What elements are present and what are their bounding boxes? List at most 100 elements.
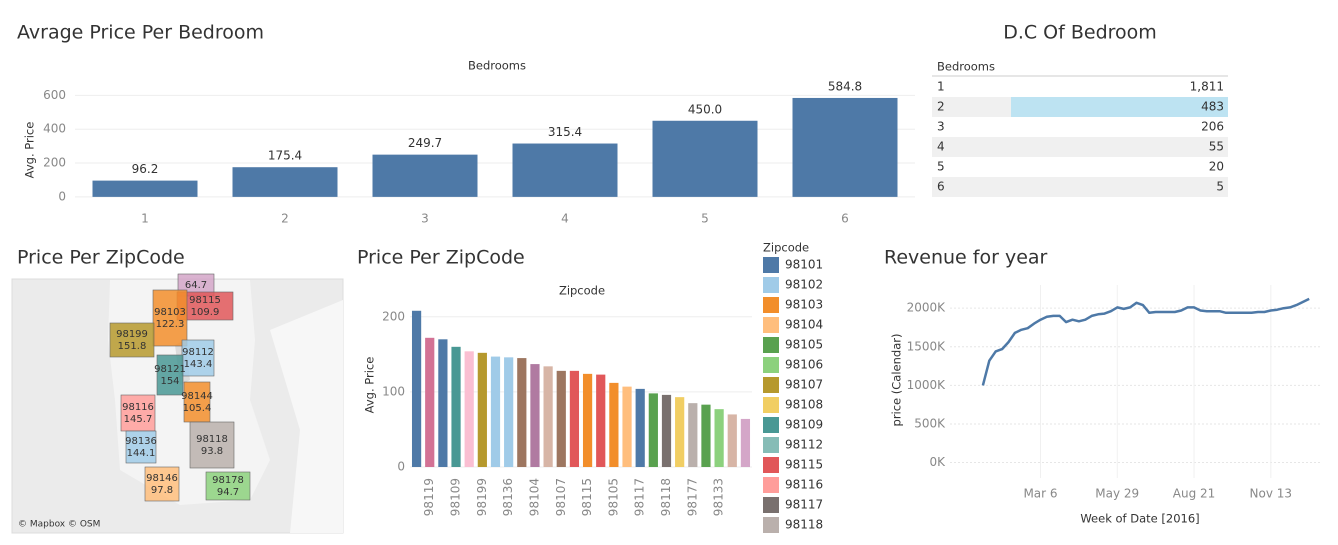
row-highlight: [1011, 97, 1228, 117]
zip-value: 97.8: [151, 485, 173, 496]
row-value: 55: [1209, 140, 1224, 154]
row-band: [932, 137, 1228, 157]
bar: [543, 366, 553, 467]
x-tick-label: 98118: [659, 478, 673, 516]
y-tick-label: 1500K: [907, 339, 947, 353]
bar: [464, 351, 474, 467]
legend-swatch: [763, 357, 779, 373]
chart-title: Price Per ZipCode: [17, 247, 185, 269]
bar: [688, 403, 698, 467]
bar: [530, 364, 540, 467]
zip-region: [183, 381, 211, 423]
row-value: 206: [1201, 120, 1224, 134]
bar: [569, 370, 580, 467]
row-label: 6: [937, 180, 945, 194]
zip-region: [125, 430, 157, 464]
zip-region: [181, 339, 215, 377]
zip-value: 143.4: [184, 359, 213, 370]
bar: [727, 414, 737, 467]
bar: [675, 397, 685, 467]
x-tick-label: 98133: [712, 478, 726, 516]
bar: [648, 393, 658, 467]
x-tick-label: 3: [421, 212, 429, 226]
zip-label: 98199: [116, 329, 148, 340]
zip-value: 94.7: [217, 487, 239, 498]
row-value: 20: [1209, 160, 1224, 174]
x-tick-label: 98115: [580, 478, 594, 516]
bar: [556, 370, 566, 467]
x-tick-label: 98119: [422, 478, 436, 516]
x-tick-label: Nov 13: [1250, 487, 1293, 501]
bar: [714, 409, 724, 467]
bar: [609, 382, 619, 467]
bar: [372, 154, 478, 197]
zip-region: [205, 471, 251, 501]
zip-label: 98115: [189, 295, 221, 306]
row-label: 4: [937, 140, 945, 154]
y-axis-label: price (Calendar): [890, 334, 904, 427]
legend-label: 98106: [785, 358, 823, 372]
zip-region: [189, 421, 235, 469]
zip-value: 64.7: [185, 280, 207, 291]
row-band: [932, 177, 1228, 197]
bar: [504, 357, 514, 467]
zip-value: 122.3: [156, 319, 185, 330]
bar: [425, 337, 435, 467]
x-tick-label: 98136: [501, 478, 515, 516]
bar: [792, 97, 898, 197]
legend-label: 98105: [785, 338, 823, 352]
bar: [517, 358, 527, 467]
chart-title: D.C Of Bedroom: [1003, 22, 1157, 44]
zip-region: [156, 354, 184, 396]
legend-title: Zipcode: [763, 241, 809, 255]
x-tick-label: 4: [561, 212, 569, 226]
y-axis-label: Avg. Price: [363, 357, 377, 414]
y-tick-label: 0: [58, 189, 66, 203]
legend-label: 98102: [785, 278, 823, 292]
axis-header: Zipcode: [559, 284, 605, 298]
zip-label: 98121: [154, 364, 186, 375]
y-tick-label: 1000K: [907, 378, 947, 392]
value-label: 450.0: [688, 102, 722, 116]
x-axis-label: Week of Date [2016]: [1080, 512, 1199, 526]
x-tick-label: 98109: [449, 478, 463, 516]
line-series: [981, 297, 1310, 386]
zip-label: 98144: [181, 391, 213, 402]
x-tick-label: Aug 21: [1173, 487, 1216, 501]
x-tick-label: 2: [281, 212, 289, 226]
bar: [622, 386, 632, 467]
y-tick-label: 200: [43, 156, 66, 170]
axis-header: Bedrooms: [468, 59, 526, 73]
bar: [490, 356, 501, 467]
legend-label: 98103: [785, 298, 823, 312]
bar: [652, 120, 758, 197]
bar: [596, 374, 606, 467]
value-label: 175.4: [268, 149, 302, 163]
y-tick-label: 200: [382, 309, 405, 323]
row-value: 1,811: [1190, 80, 1224, 94]
legend-label: 98118: [785, 518, 823, 532]
legend-label: 98115: [785, 458, 823, 472]
row-label: 2: [937, 100, 945, 114]
x-tick-label: 5: [701, 212, 709, 226]
bar: [740, 418, 751, 467]
legend-swatch: [763, 337, 779, 353]
row-label: 5: [937, 160, 945, 174]
bar: [92, 180, 198, 197]
bar: [451, 346, 461, 467]
zip-region: [109, 322, 155, 358]
y-tick-label: 100: [382, 384, 405, 398]
y-tick-label: 600: [43, 88, 66, 102]
row-value: 5: [1216, 180, 1224, 194]
legend-swatch: [763, 437, 779, 453]
x-tick-label: 98117: [633, 478, 647, 516]
legend-swatch: [763, 397, 779, 413]
zip-region: [120, 394, 156, 432]
y-tick-label: 2000K: [907, 301, 947, 315]
zip-value: 154: [160, 376, 179, 387]
bar: [512, 143, 618, 197]
zip-label: 98112: [182, 347, 214, 358]
y-tick-label: 0K: [929, 455, 946, 469]
legend-label: 98117: [785, 498, 823, 512]
